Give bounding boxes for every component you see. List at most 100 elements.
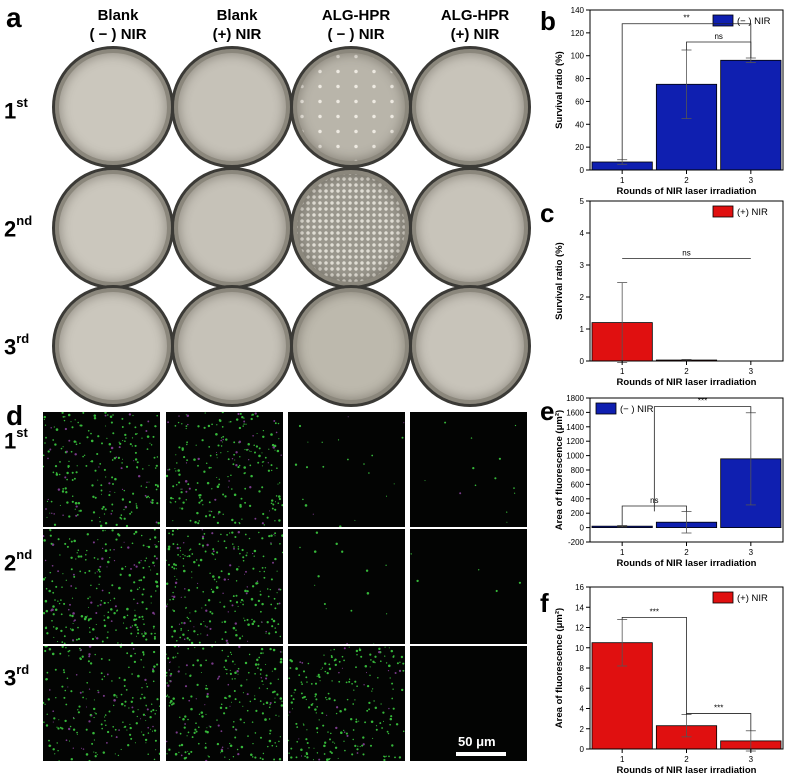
column-header-line2: (+) NIR [450,26,500,43]
chart-f-xtick-label: 2 [684,755,689,764]
chart-e-ytick-label: 1800 [566,394,584,403]
chart-e-ytick-label: 1600 [566,408,584,417]
chart-e-legend-swatch [595,402,617,415]
d-row-label-1: 1st [4,425,28,454]
chart-b-xtick-label: 2 [684,176,689,185]
chart-c-legend-swatch [712,205,734,218]
petri-dish-row2-col3 [290,167,412,289]
column-header-line1: Blank [216,7,258,24]
chart-f-legend-label: (+) NIR [737,593,768,604]
column-header-line1: Blank [97,7,139,24]
chart-b-ylabel: Survival ratio (%) [554,51,565,129]
chart-f-ytick-label: 8 [580,664,585,673]
chart-b-ytick-label: 60 [575,97,584,106]
chart-b-ytick-label: 20 [575,143,584,152]
petri-dish-row1-col1 [52,46,174,168]
column-header-line2: ( − ) NIR [327,26,385,43]
fluorescence-image-row3-col1 [43,646,160,761]
chart-f-xlabel: Rounds of NIR laser irradiation [617,765,757,774]
fluorescence-image-row1-col3 [288,412,405,527]
panel-a-letter: a [6,2,22,33]
chart-c-ylabel: Survival ratio (%) [554,242,565,320]
column-header-line1: ALG-HPR [321,7,391,24]
chart-c-ytick-label: 0 [580,357,585,366]
chart-b-sig-label: ns [714,32,722,41]
chart-e-ytick-label: 600 [571,480,585,489]
chart-e-ytick-label: 400 [571,495,585,504]
chart-e-sig-bracket [653,406,752,512]
fluorescence-image-row1-col2 [166,412,283,527]
chart-f-ytick-label: 4 [580,705,585,714]
fluorescence-image-row3-col3 [288,646,405,761]
chart-c-ytick-label: 1 [580,325,585,334]
column-header-1: Blank ( − ) NIR [58,6,178,44]
chart-b-ytick-label: 100 [571,52,585,61]
scale-bar-label: 50 μm [458,734,496,749]
chart-b-xtick-label: 1 [620,176,625,185]
chart-e-ytick-label: 1000 [566,452,584,461]
chart-f-xtick-label: 1 [620,755,625,764]
chart-e-ytick-label: 0 [580,524,585,533]
fluorescence-image-row2-col2 [166,529,283,644]
fluorescence-image-row2-col1 [43,529,160,644]
chart-b-letter: b [540,6,556,36]
chart-f-ylabel: Area of fluorescence (μm²) [554,608,565,728]
scale-bar [456,752,506,756]
petri-dish-row1-col2 [171,46,293,168]
chart-c-ytick-label: 5 [580,197,585,206]
chart-f-ytick-label: 2 [580,725,585,734]
petri-dish-row3-col1 [52,285,174,407]
chart-c-ytick-label: 2 [580,293,585,302]
chart-c-xlabel: Rounds of NIR laser irradiation [617,377,757,388]
chart-f-sig-bracket [686,713,752,731]
chart-b-ytick-label: 140 [571,6,585,15]
column-header-line2: (+) NIR [212,26,262,43]
chart-f-ytick-label: 6 [580,684,585,693]
petri-dish-row3-col3 [290,285,412,407]
chart-f-ytick-label: 16 [575,583,584,592]
petri-dish-row3-col4 [409,285,531,407]
chart-e-xtick-label: 1 [620,548,625,557]
chart-f-ytick-label: 10 [575,644,584,653]
chart-f-letter: f [540,588,549,618]
chart-f-sig-label: *** [650,607,659,616]
chart-e-xlabel: Rounds of NIR laser irradiation [617,558,757,569]
column-header-line2: ( − ) NIR [89,26,147,43]
chart-b-ytick-label: 80 [575,75,584,84]
chart-e-letter: e [540,396,554,426]
chart-c-xtick-label: 3 [749,367,754,376]
d-row-label-3: 3rd [4,662,30,691]
chart-b-legend-swatch [712,14,734,27]
chart-f-xtick-label: 3 [749,755,754,764]
column-header-3: ALG-HPR ( − ) NIR [296,6,416,44]
chart-e-ytick-label: 1400 [566,423,584,432]
chart-b-ytick-label: 120 [571,29,585,38]
chart-e-ytick-label: 200 [571,509,585,518]
chart-e-sig-label: *** [698,397,707,406]
chart-b-xlabel: Rounds of NIR laser irradiation [617,186,757,197]
fluorescence-image-row1-col4 [410,412,527,527]
fluorescence-image-row3-col4 [410,646,527,761]
d-row-label-2: 2nd [4,547,33,576]
chart-b-legend-label: (− ) NIR [737,16,771,27]
chart-b-xtick-label: 3 [749,176,754,185]
chart-e-ytick-label: 1200 [566,437,584,446]
fluorescence-image-row2-col4 [410,529,527,644]
a-row-label-1: 1st [4,95,28,124]
chart-b-bar [720,59,782,171]
chart-c-sig-label: ns [682,249,690,258]
chart-c-ytick-label: 4 [580,229,585,238]
chart-f-ytick-label: 14 [575,603,584,612]
fluorescence-image-row3-col2 [166,646,283,761]
petri-dish-row3-col2 [171,285,293,407]
chart-f-sig-label: *** [714,704,723,713]
chart-b-ytick-label: 0 [580,166,585,175]
chart-c-xtick-label: 1 [620,367,625,376]
panel-d-letter: d [6,400,24,431]
chart-e-xtick-label: 3 [749,548,754,557]
fluorescence-image-row2-col3 [288,529,405,644]
column-header-4: ALG-HPR (+) NIR [415,6,535,44]
chart-f-ytick-label: 12 [575,624,584,633]
chart-b-bar [655,83,718,171]
chart-e-legend-label: (− ) NIR [620,404,654,415]
